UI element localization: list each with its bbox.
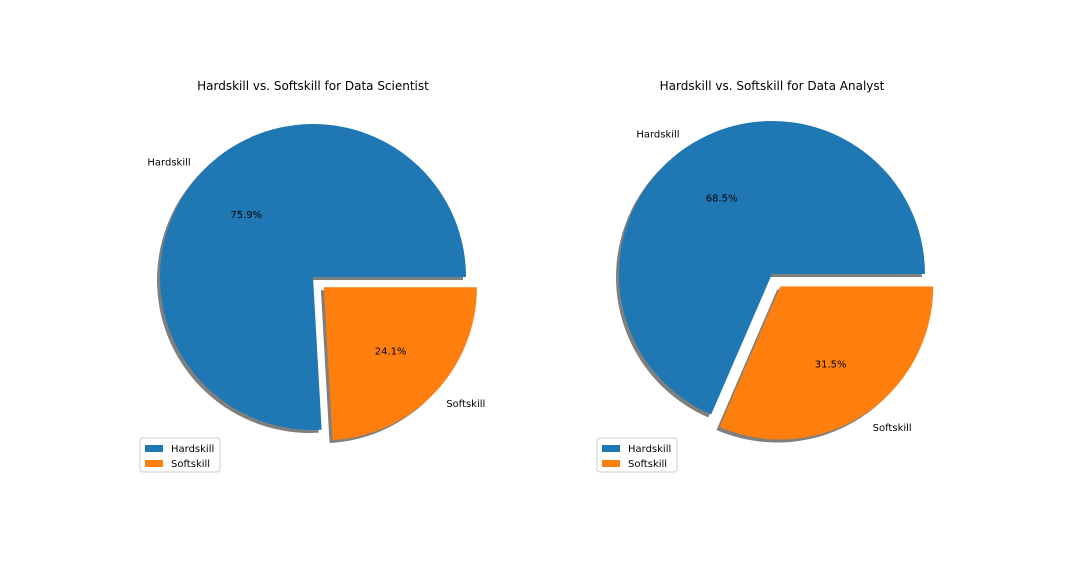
wedge-hardskill (619, 121, 925, 415)
legend-entry-softskill: Softskill (171, 459, 210, 470)
legend-swatch-softskill (602, 460, 620, 467)
chart-title: Hardskill vs. Softskill for Data Analyst (660, 79, 885, 93)
slice-label-softskill: Softskill (446, 399, 485, 410)
legend: Hardskill Softskill (139, 437, 221, 473)
pie-chart-data-scientist: Hardskill vs. Softskill for Data Scienti… (139, 79, 485, 473)
legend: Hardskill Softskill (596, 437, 678, 473)
slice-percent-softskill: 24.1% (375, 346, 407, 357)
wedge-softskill (323, 287, 477, 441)
slice-percent-softskill: 31.5% (815, 359, 847, 370)
legend-swatch-hardskill (145, 445, 163, 452)
legend-entry-hardskill: Hardskill (171, 444, 214, 455)
pie-chart-data-analyst: Hardskill vs. Softskill for Data Analyst… (596, 79, 934, 473)
slice-percent-hardskill: 68.5% (706, 193, 738, 204)
slice-label-hardskill: Hardskill (147, 157, 190, 168)
legend-swatch-hardskill (602, 445, 620, 452)
wedge-hardskill (159, 123, 466, 431)
slice-label-hardskill: Hardskill (636, 129, 679, 140)
chart-title: Hardskill vs. Softskill for Data Scienti… (197, 79, 429, 93)
slice-label-softskill: Softskill (873, 423, 912, 434)
legend-swatch-softskill (145, 460, 163, 467)
slice-percent-hardskill: 75.9% (230, 210, 262, 221)
legend-entry-hardskill: Hardskill (628, 444, 671, 455)
wedge-softskill (719, 286, 934, 440)
legend-entry-softskill: Softskill (628, 459, 667, 470)
